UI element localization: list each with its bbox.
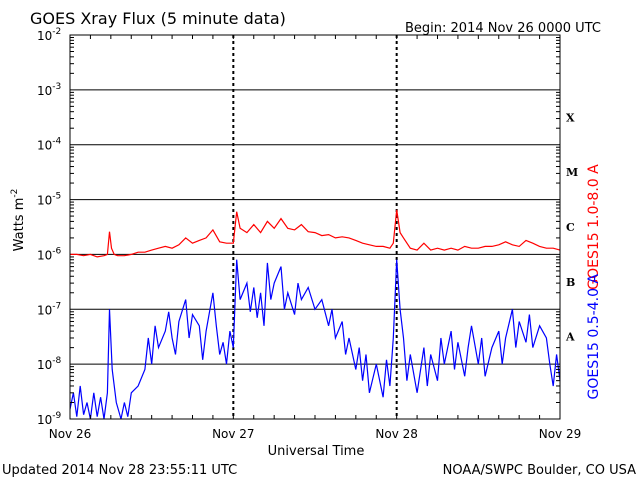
flare-class-label: A	[565, 331, 575, 344]
series-label: GOES15 1.0-8.0 A	[586, 164, 602, 290]
x-tick-label: Nov 29	[539, 427, 582, 441]
chart-title: GOES Xray Flux (5 minute data)	[30, 9, 286, 28]
grid	[70, 34, 560, 420]
y-tick-label: 10-4	[37, 137, 62, 153]
axes: 10-9 10-8 10-7 10-6 10-5 10-4 10-3 10-2 Nov 26 No…	[37, 27, 581, 441]
plot-frame	[69, 34, 561, 420]
series-line	[69, 259, 561, 420]
flare-class-label: C	[566, 221, 575, 234]
series-label: GOES15 0.5-4.0 A	[586, 274, 602, 400]
y-tick-label: 10-8	[37, 356, 62, 372]
series-line	[70, 209, 561, 258]
y-axis-label: Watts m-2	[10, 189, 27, 252]
y-tick-label: 10-7	[37, 301, 61, 317]
y-tick-label: 10-5	[37, 192, 61, 208]
plot-area	[69, 209, 561, 420]
flare-class-labels: A B C M X	[565, 111, 578, 343]
flare-class-label: B	[566, 276, 575, 289]
x-tick-label: Nov 27	[212, 427, 255, 441]
flare-class-label: M	[566, 166, 578, 179]
x-tick-label: Nov 28	[375, 427, 418, 441]
y-tick-label: 10-6	[37, 246, 62, 262]
y-tick-label: 10-3	[37, 82, 61, 98]
y-tick-label: 10-9	[37, 411, 62, 427]
begin-time-label: Begin: 2014 Nov 26 0000 UTC	[405, 21, 601, 36]
updated-timestamp: Updated 2014 Nov 28 23:55:11 UTC	[2, 463, 237, 478]
x-axis-label: Universal Time	[268, 444, 365, 459]
y-tick-label: 10-2	[37, 27, 61, 43]
credit-label: NOAA/SWPC Boulder, CO USA	[443, 463, 636, 478]
flare-class-label: X	[566, 111, 575, 124]
x-tick-label: Nov 26	[49, 427, 92, 441]
y-axis-label-text: Watts m-2	[10, 189, 27, 252]
